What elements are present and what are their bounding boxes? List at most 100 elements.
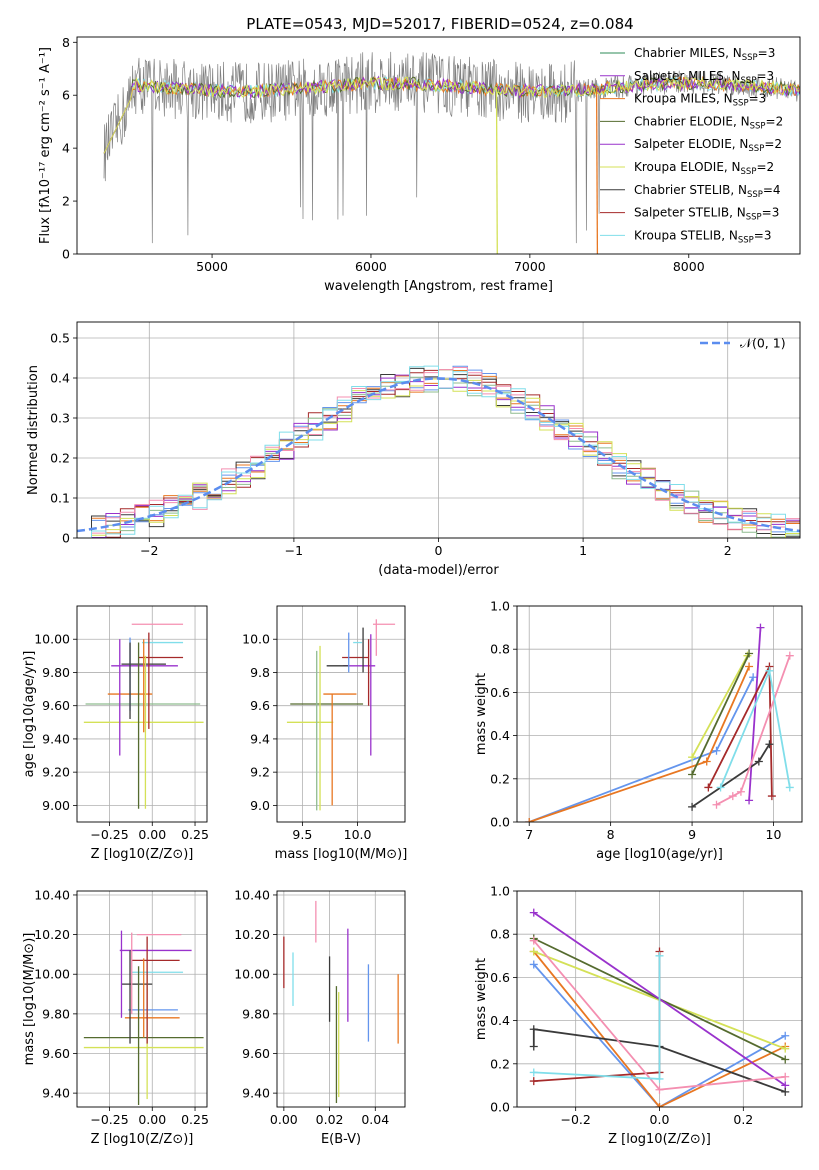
x-tick-label: 9 xyxy=(688,827,696,842)
x-tick-label: 10.0 xyxy=(344,827,372,842)
legend-label: Kroupa MILES, NSSP=3 xyxy=(634,92,766,109)
x-axis-label: Z [log10(Z/Z⊙)] xyxy=(608,1132,711,1147)
chart-weight_vs_age: 7 8 9 10 0.0 0.2 0.4 0.6 0.8 1.0 age [log10(age/yr… xyxy=(474,599,803,862)
chart-weight_vs_Z: −0.2 0.0 0.2 0.0 0.2 0.4 0.6 0.8 1.0 Z [log10(Z/Z… xyxy=(474,884,803,1147)
weight-marker xyxy=(529,1077,538,1086)
weight-marker xyxy=(756,623,765,632)
y-tick-label: 0.5 xyxy=(50,331,70,346)
legend-label: Salpeter ELODIE, NSSP=2 xyxy=(634,137,782,154)
x-tick-label: 7 xyxy=(525,827,533,842)
weight-marker xyxy=(749,673,758,682)
x-tick-label: 9.5 xyxy=(292,827,312,842)
weight-marker xyxy=(765,666,774,675)
weight-marker xyxy=(702,757,711,766)
y-tick-label: 1.0 xyxy=(490,599,510,614)
y-tick-label: 9.80 xyxy=(42,1006,70,1021)
weight-marker xyxy=(529,1042,538,1051)
chart-mass_vs_EBV: 0.00 0.02 0.04 9.40 9.60 9.80 10.00 10.20 10.40 E… xyxy=(234,887,406,1147)
weight-marker xyxy=(529,1025,538,1034)
y-tick-label: 8 xyxy=(62,35,70,50)
grid xyxy=(77,606,207,822)
x-tick-label: 0.00 xyxy=(138,827,166,842)
ticks: −0.25 0.00 0.25 9.00 9.20 9.40 9.60 9.80 10.00 xyxy=(34,632,209,842)
weight-marker xyxy=(754,757,763,766)
y-tick-label: 10.00 xyxy=(34,632,70,647)
y-tick-label: 10.40 xyxy=(34,887,70,902)
y-tick-label: 9.0 xyxy=(250,798,270,813)
weight-marker xyxy=(688,770,697,779)
weight-marker xyxy=(529,960,538,969)
x-tick-label: 5000 xyxy=(196,259,228,274)
chart-age_vs_Z: −0.25 0.00 0.25 9.00 9.20 9.40 9.60 9.80 10.00 Z … xyxy=(22,605,209,862)
legend-label: Chabrier STELIB, NSSP=4 xyxy=(634,183,781,200)
y-tick-label: 0.2 xyxy=(50,451,70,466)
weight-marker xyxy=(529,908,538,917)
axes-frame xyxy=(276,605,406,823)
plot-area xyxy=(103,51,800,254)
legend: Chabrier MILES, NSSP=3 Salpeter MILES, NS… xyxy=(600,46,783,245)
weight-line xyxy=(716,655,791,806)
plot-area xyxy=(286,619,396,811)
weight-series xyxy=(688,649,754,779)
weight-marker xyxy=(736,787,745,796)
x-tick-label: 0.00 xyxy=(270,1112,298,1127)
y-tick-label: 9.00 xyxy=(42,798,70,813)
grid xyxy=(77,891,207,1107)
y-tick-label: 10.00 xyxy=(234,967,270,982)
y-tick-label: 9.40 xyxy=(42,731,70,746)
y-tick-label: 9.80 xyxy=(242,1006,270,1021)
grid xyxy=(277,606,405,822)
weight-line xyxy=(533,950,786,1107)
ticks: −0.25 0.00 0.25 9.40 9.60 9.80 10.00 10.20 10.40 xyxy=(34,887,209,1127)
legend-label: Chabrier MILES, NSSP=3 xyxy=(634,46,775,63)
x-tick-label: 0.0 xyxy=(650,1112,670,1127)
y-tick-label: 0.2 xyxy=(490,771,510,786)
axes-frame xyxy=(76,605,208,823)
grid xyxy=(277,891,405,1107)
x-tick-label: −0.25 xyxy=(90,1112,128,1127)
weight-marker xyxy=(655,951,664,960)
y-tick-label: 0.4 xyxy=(490,1013,510,1028)
x-axis-label: Z [log10(Z/Z⊙)] xyxy=(91,847,194,862)
weight-line xyxy=(533,963,786,1107)
weight-marker xyxy=(716,783,725,792)
weight-marker xyxy=(785,651,794,660)
weight-marker xyxy=(712,800,721,809)
y-tick-label: 0.4 xyxy=(490,728,510,743)
y-tick-label: 9.40 xyxy=(242,1086,270,1101)
y-axis-label: mass weight xyxy=(474,673,489,755)
weight-marker xyxy=(781,1031,790,1040)
weight-line xyxy=(528,666,750,822)
y-axis-label: age [log10(age/yr)] xyxy=(22,651,37,778)
gaussian-curve xyxy=(77,377,800,533)
weight-marker xyxy=(712,746,721,755)
ticks: 0.00 0.02 0.04 9.40 9.60 9.80 10.00 10.20 10.40 xyxy=(234,887,389,1127)
weight-series xyxy=(712,651,794,809)
y-tick-label: 9.20 xyxy=(42,765,70,780)
weight-marker xyxy=(745,796,754,805)
y-tick-label: 9.60 xyxy=(42,698,70,713)
plot-area xyxy=(77,365,800,538)
weight-marker xyxy=(529,947,538,956)
weight-marker xyxy=(655,1074,664,1083)
weight-line xyxy=(691,653,750,775)
x-tick-label: 8000 xyxy=(673,259,705,274)
weight-marker xyxy=(781,1087,790,1096)
model-drop-line xyxy=(495,87,498,254)
x-tick-label: 0.25 xyxy=(181,827,209,842)
y-tick-label: 0.6 xyxy=(490,685,510,700)
y-tick-label: 0.8 xyxy=(490,642,510,657)
x-tick-label: 8 xyxy=(607,827,615,842)
weight-series xyxy=(704,662,776,801)
x-axis-label: age [log10(age/yr)] xyxy=(596,847,723,862)
weight-marker xyxy=(655,1103,664,1107)
ticks: −0.2 0.0 0.2 0.0 0.2 0.4 0.6 0.8 1.0 xyxy=(490,884,753,1128)
weight-line xyxy=(528,676,754,822)
y-tick-label: 9.80 xyxy=(42,665,70,680)
y-tick-label: 10.00 xyxy=(34,967,70,982)
ticks: −2 −1 0 1 2 0 0.1 0.2 0.3 0.4 0.5 xyxy=(50,331,732,559)
weight-series xyxy=(525,662,754,822)
y-tick-label: 10.40 xyxy=(234,887,270,902)
weight-line xyxy=(719,667,791,788)
